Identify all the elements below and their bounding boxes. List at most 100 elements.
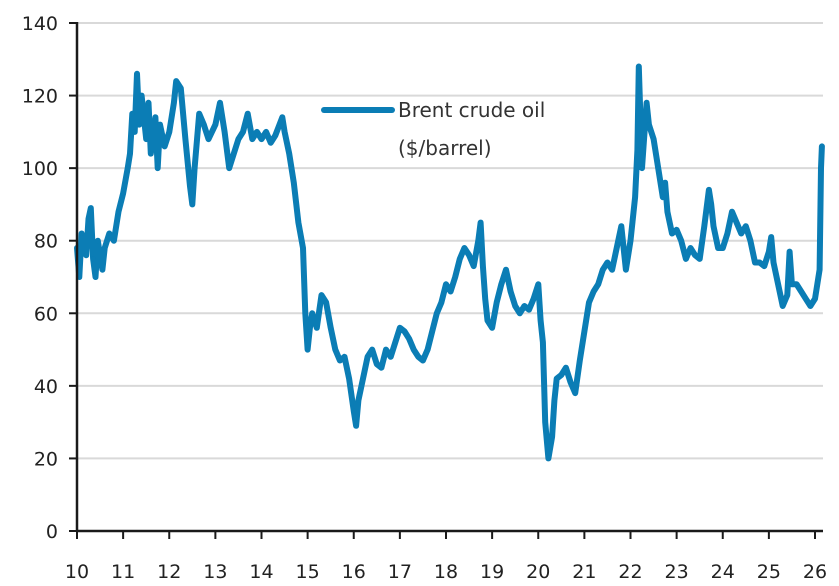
data-point — [591, 289, 597, 295]
data-point — [106, 230, 112, 236]
x-tick-label: 17 — [388, 561, 412, 583]
data-point — [134, 71, 140, 77]
data-point — [508, 289, 514, 295]
data-point — [646, 122, 652, 128]
data-point — [383, 347, 389, 353]
data-point — [687, 245, 693, 251]
data-point — [545, 455, 551, 461]
data-point — [775, 281, 781, 287]
data-point — [814, 281, 820, 287]
data-point — [79, 230, 85, 236]
x-tick-label: 25 — [757, 561, 781, 583]
data-point — [401, 328, 407, 334]
data-point — [482, 296, 488, 302]
data-point — [701, 223, 707, 229]
data-point — [784, 292, 790, 298]
data-point — [92, 274, 98, 280]
data-point — [240, 129, 246, 135]
data-point — [503, 267, 509, 273]
data-point — [263, 129, 269, 135]
data-point — [655, 165, 661, 171]
data-point — [498, 281, 504, 287]
data-point — [683, 256, 689, 262]
data-point — [517, 310, 523, 316]
data-point — [540, 339, 546, 345]
data-point — [120, 191, 126, 197]
data-point — [798, 289, 804, 295]
data-point — [171, 100, 177, 106]
data-point — [572, 390, 578, 396]
data-point — [231, 151, 237, 157]
data-point — [618, 223, 624, 229]
data-point — [623, 267, 629, 273]
data-point — [272, 132, 278, 138]
y-tick-label: 40 — [34, 376, 58, 398]
data-point — [212, 122, 218, 128]
data-point — [182, 136, 188, 142]
data-point — [116, 209, 122, 215]
data-point — [337, 357, 343, 363]
data-point — [438, 299, 444, 305]
data-point — [766, 249, 772, 255]
data-point — [307, 325, 313, 331]
y-tick-label: 100 — [22, 158, 58, 180]
data-point — [448, 289, 454, 295]
data-point — [480, 263, 486, 269]
data-point — [318, 292, 324, 298]
data-point — [187, 183, 193, 189]
data-point — [494, 299, 500, 305]
data-point — [369, 347, 375, 353]
data-point — [254, 129, 260, 135]
data-point — [568, 379, 574, 385]
data-point — [95, 238, 101, 244]
data-point — [259, 136, 264, 142]
data-point — [586, 299, 592, 305]
x-tick-label: 19 — [480, 561, 504, 583]
y-tick-label: 60 — [34, 303, 58, 325]
x-tick-label: 16 — [342, 561, 366, 583]
y-tick-label: 80 — [34, 231, 58, 253]
data-point — [720, 245, 726, 251]
data-point — [226, 165, 232, 171]
data-point — [411, 347, 417, 353]
data-point — [406, 336, 412, 342]
data-point — [415, 354, 421, 360]
y-tick-label: 20 — [34, 448, 58, 470]
data-point — [708, 201, 714, 207]
data-point — [305, 347, 311, 353]
data-point — [794, 281, 800, 287]
data-point — [628, 238, 633, 244]
data-point — [531, 296, 537, 302]
data-point — [752, 259, 758, 265]
data-point — [711, 223, 717, 229]
series-line-brent — [74, 63, 825, 462]
data-point — [434, 310, 440, 316]
x-tick-label: 10 — [65, 561, 89, 583]
data-point — [420, 357, 426, 363]
data-point — [485, 318, 491, 324]
data-point — [132, 129, 138, 135]
data-point — [268, 140, 274, 146]
data-point — [747, 238, 753, 244]
data-point — [314, 325, 320, 331]
data-point — [353, 423, 359, 429]
data-point — [697, 256, 703, 262]
data-point — [461, 245, 467, 251]
data-point — [471, 263, 477, 269]
data-point — [780, 303, 786, 309]
data-point — [600, 267, 606, 273]
data-point — [535, 281, 541, 287]
data-point — [374, 361, 380, 367]
data-point — [554, 376, 560, 382]
data-point — [397, 325, 403, 331]
data-point — [360, 376, 366, 382]
data-point — [729, 209, 735, 215]
data-point — [279, 114, 285, 120]
data-point — [757, 259, 763, 265]
data-point — [136, 122, 142, 128]
data-point — [392, 339, 398, 345]
data-point — [86, 216, 92, 222]
data-point — [478, 220, 484, 226]
data-point — [300, 245, 306, 251]
data-point — [662, 180, 668, 186]
